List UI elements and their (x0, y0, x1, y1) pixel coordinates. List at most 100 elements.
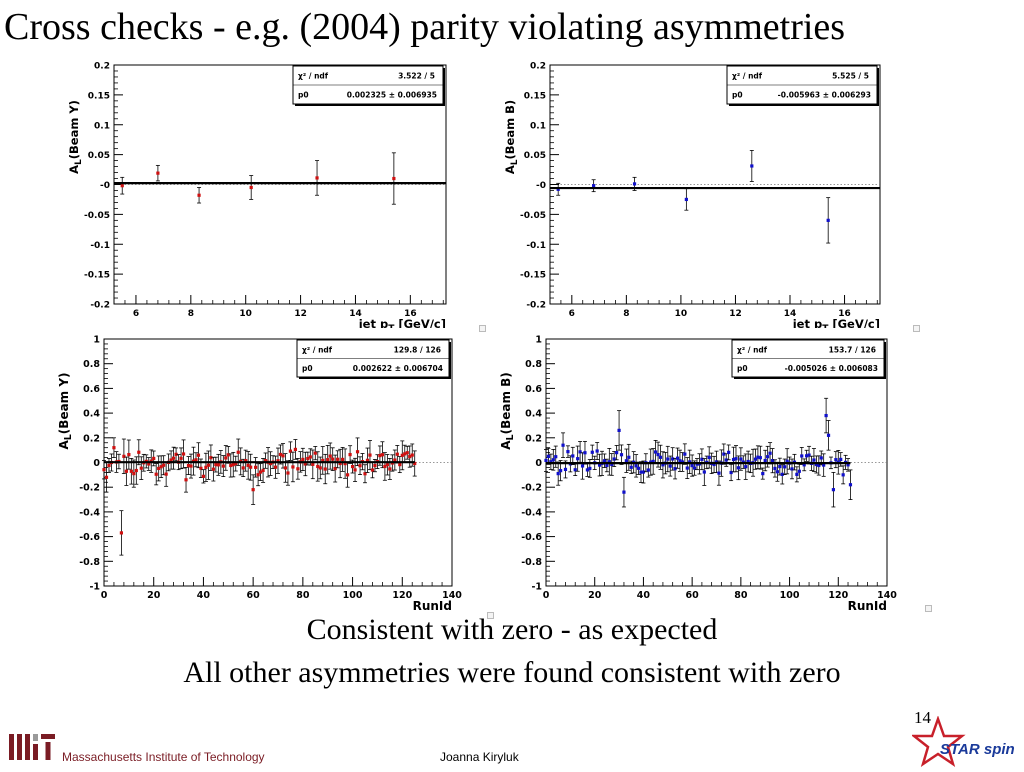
data-point (846, 458, 851, 472)
marker (184, 478, 188, 482)
marker (824, 413, 828, 418)
marker (120, 184, 124, 188)
marker (571, 454, 575, 458)
marker (398, 462, 402, 467)
marker (714, 460, 719, 464)
chi2-label: χ² / ndf (737, 345, 768, 354)
data-point (365, 447, 370, 473)
marker (841, 473, 845, 477)
x-axis-label-rest: [GeV/c] (828, 317, 880, 328)
data-point (699, 448, 704, 471)
x-tick-label: 12 (294, 309, 307, 319)
marker (831, 488, 836, 492)
data-point (716, 460, 721, 486)
marker (288, 449, 293, 453)
marker (641, 470, 646, 474)
data-point (243, 449, 248, 472)
chi2-label: χ² / ndf (732, 72, 763, 81)
data-point (763, 449, 768, 472)
marker (546, 454, 551, 458)
data-point (660, 451, 665, 479)
marker (318, 466, 322, 470)
x-tick-label: 60 (686, 590, 700, 601)
marker (296, 467, 300, 471)
data-point (624, 448, 629, 473)
marker (773, 466, 777, 471)
marker (556, 187, 560, 191)
data-point (323, 453, 328, 485)
marker (819, 456, 823, 460)
data-point (136, 439, 141, 466)
data-point (186, 456, 191, 476)
x-tick-label: 120 (392, 590, 412, 601)
marker (308, 455, 312, 459)
page-number: 14 (914, 708, 931, 727)
data-point (738, 447, 743, 471)
data-point (134, 456, 139, 485)
marker (592, 184, 596, 188)
marker (590, 450, 594, 454)
marker (206, 463, 210, 467)
marker (585, 468, 590, 472)
marker (378, 453, 382, 458)
p0-value: -0.005026 ± 0.006083 (785, 364, 878, 373)
data-point (714, 450, 719, 474)
marker (632, 182, 637, 186)
marker (122, 454, 126, 458)
marker (624, 459, 628, 463)
marker (583, 451, 587, 455)
data-point (203, 452, 208, 482)
marker (848, 483, 853, 487)
data-point (293, 439, 298, 460)
data-point (196, 442, 201, 469)
data-point (760, 467, 765, 480)
data-point (253, 457, 258, 478)
x-tick-label: 12 (729, 309, 742, 319)
marker (154, 472, 158, 476)
marker (839, 457, 843, 462)
y-tick-label: -0.1 (90, 241, 110, 251)
data-point (155, 164, 160, 182)
marker (276, 459, 280, 463)
data-point (358, 456, 363, 476)
x-tick-label: 16 (404, 309, 417, 319)
marker (152, 456, 156, 461)
y-tick-label: 0.4 (83, 409, 100, 420)
data-point (833, 451, 838, 469)
x-tick-label: 120 (828, 590, 848, 601)
data-point (565, 445, 570, 458)
marker (780, 472, 784, 476)
data-point (325, 445, 330, 475)
x-axis-label-sub: T (388, 324, 395, 328)
p0-value: -0.005963 ± 0.006293 (778, 91, 871, 100)
marker (291, 465, 295, 469)
data-point (131, 459, 136, 488)
marker (822, 463, 826, 467)
marker (204, 465, 208, 469)
data-point (181, 439, 186, 469)
canvas-resize-handle (913, 325, 920, 332)
data-point (733, 445, 738, 473)
marker (802, 463, 806, 467)
chart-canvas: -0.2 -0.15 -0.1 -0.05 -0 0.05 0.1 0.15 0.2 6 8 10 12… (503, 62, 881, 328)
marker (688, 460, 692, 464)
data-point (729, 463, 734, 482)
data-point (189, 453, 193, 479)
data-point (111, 437, 116, 458)
marker (685, 466, 689, 470)
marker (286, 471, 290, 475)
data-point (804, 449, 809, 462)
data-point (575, 445, 580, 472)
data-point (268, 451, 273, 476)
data-point (121, 438, 126, 475)
marker (702, 470, 706, 474)
x-axis-label: RunId (413, 599, 452, 613)
p0-value: 0.002325 ± 0.006935 (347, 91, 437, 100)
data-point (690, 454, 695, 477)
marker (675, 456, 680, 460)
data-point (120, 176, 125, 195)
data-point (315, 160, 320, 196)
x-tick-label: 14 (349, 309, 362, 319)
y-tick-label: 0.8 (525, 359, 542, 370)
marker (551, 458, 555, 462)
